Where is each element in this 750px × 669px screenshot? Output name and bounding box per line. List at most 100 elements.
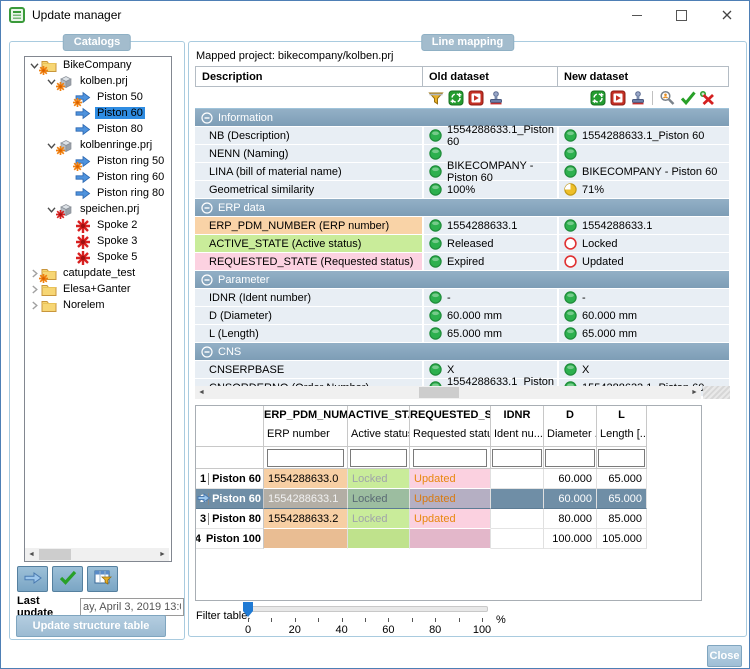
mapping-row-geometrical-similarity[interactable]: Geometrical similarity 100% 71% [195, 181, 729, 199]
filter-table-button[interactable] [87, 566, 118, 592]
tree-item-piston-ring-50[interactable]: Piston ring 50 [25, 153, 171, 171]
expander-open-icon[interactable] [27, 59, 41, 71]
column-header-active-state[interactable]: ACTIVE_STATE Active status [348, 406, 410, 447]
export-icon[interactable] [467, 89, 484, 106]
status-green-icon [564, 363, 577, 376]
column-header-erp-pdm-number[interactable]: ERP_PDM_NUMBER ERP number [264, 406, 348, 447]
map-arrow-button[interactable] [17, 566, 48, 592]
filter-icon[interactable] [427, 89, 444, 106]
mapping-row-nenn-naming[interactable]: NENN (Naming) [195, 145, 729, 163]
close-button-titlebar[interactable] [704, 1, 749, 29]
table-row-3[interactable]: 3 Piston 80 1554288633.2 Locked Updated 80.00… [196, 509, 701, 529]
row-header[interactable]: 3 Piston 80 [196, 509, 264, 529]
mapping-row-active-state-active-status[interactable]: ACTIVE_STATE (Active status) Released Lock… [195, 235, 729, 253]
column-header-l[interactable]: L Length [... [597, 406, 647, 447]
section-parameter[interactable]: Parameter [195, 271, 729, 289]
stamp-icon[interactable] [629, 89, 646, 106]
tree-item-kolben-prj[interactable]: kolben.prj [25, 73, 171, 91]
column-filter-input-active-state[interactable] [349, 448, 408, 467]
tree-item-kolbenringe-prj[interactable]: kolbenringe.prj [25, 137, 171, 155]
slider-tick-label: 40 [335, 624, 348, 636]
row-header[interactable]: 2Piston 60 [196, 489, 264, 509]
expander-open-icon[interactable] [44, 203, 58, 215]
mapping-row-d-diameter[interactable]: D (Diameter) 60.000 mm 60.000 mm [195, 307, 729, 325]
scroll-right-icon[interactable]: ► [691, 389, 698, 396]
last-update-field[interactable] [80, 598, 184, 616]
tree-item-elesa-ganter[interactable]: Elesa+Ganter [25, 281, 171, 297]
search-user-icon[interactable] [659, 89, 676, 106]
accept-check-button[interactable] [52, 566, 83, 592]
sync-icon[interactable] [589, 89, 606, 106]
cell-idnr [491, 509, 544, 529]
scroll-right-icon[interactable]: ► [159, 551, 166, 558]
tree-item-spoke-2[interactable]: Spoke 2 [25, 217, 171, 233]
tree-horizontal-scrollbar[interactable]: ◄ ► [25, 548, 169, 561]
tree-item-piston-60[interactable]: Piston 60 [25, 105, 171, 121]
tree-item-piston-ring-60[interactable]: Piston ring 60 [25, 169, 171, 185]
close-button[interactable]: Close [707, 645, 742, 667]
scroll-left-icon[interactable]: ◄ [198, 389, 205, 396]
row-header[interactable]: 1 Piston 60 [196, 469, 264, 489]
cell-d: 60.000 [544, 469, 597, 489]
mapping-horizontal-scrollbar[interactable]: ◄ ► [195, 386, 701, 399]
tree-item-spoke-5[interactable]: Spoke 5 [25, 249, 171, 265]
collapse-icon[interactable] [201, 345, 213, 358]
reject-icon[interactable] [699, 89, 716, 106]
mapping-row-requested-state-requested-status[interactable]: REQUESTED_STATE (Requested status) Expire… [195, 253, 729, 271]
catalogs-header: Catalogs [62, 34, 132, 51]
column-filter-input-erp-pdm-number[interactable] [267, 448, 344, 467]
expander-closed-icon[interactable] [27, 267, 41, 279]
minimize-button[interactable] [614, 1, 659, 29]
row-header[interactable]: 4 Piston 100 [196, 529, 264, 549]
tree-item-spoke-3[interactable]: Spoke 3 [25, 233, 171, 249]
section-information[interactable]: Information [195, 109, 729, 127]
tree-item-label: kolbenringe.prj [80, 139, 153, 151]
expander-closed-icon[interactable] [27, 299, 41, 311]
tree-item-speichen-prj[interactable]: speichen.prj [25, 201, 171, 219]
accept-icon[interactable] [679, 89, 696, 106]
column-filter-input-l[interactable] [597, 448, 646, 467]
maximize-button[interactable] [659, 1, 704, 29]
filter-slider-track[interactable] [248, 606, 488, 612]
tree-item-piston-ring-80[interactable]: Piston ring 80 [25, 185, 171, 201]
tree-item-piston-80[interactable]: Piston 80 [25, 121, 171, 137]
stamp-icon[interactable] [487, 89, 504, 106]
scroll-left-icon[interactable]: ◄ [28, 551, 35, 558]
new-dataset-cell: Updated [557, 253, 729, 270]
collapse-icon[interactable] [201, 111, 213, 124]
tree-item-piston-50[interactable]: Piston 50 [25, 89, 171, 107]
sync-icon[interactable] [447, 89, 464, 106]
slider-tick [318, 618, 320, 622]
section-cns[interactable]: CNS [195, 343, 729, 361]
expander-open-icon[interactable] [44, 75, 58, 87]
mapping-row-nb-description[interactable]: NB (Description) 1554288633.1_Piston 60 15… [195, 124, 729, 148]
toolbar-separator [652, 90, 653, 105]
collapse-icon[interactable] [201, 273, 213, 286]
column-header-idnr[interactable]: IDNR Ident nu... [491, 406, 544, 447]
section-label: Parameter [218, 273, 270, 286]
tree-item-norelem[interactable]: Norelem [25, 297, 171, 313]
current-row-arrow-icon [197, 492, 211, 507]
expander-open-icon[interactable] [44, 139, 58, 151]
column-filter-input-d[interactable] [544, 448, 596, 467]
table-row-1[interactable]: 1 Piston 60 1554288633.0 Locked Updated 60.00… [196, 469, 701, 489]
mapping-row-l-length[interactable]: L (Length) 65.000 mm 65.000 mm [195, 325, 729, 343]
section-erp-data[interactable]: ERP data [195, 199, 729, 217]
mapping-row-idnr-ident-number[interactable]: IDNR (Ident number) - - [195, 289, 729, 307]
column-header-d[interactable]: D Diameter ... [544, 406, 597, 447]
mapping-row-erp-pdm-number-erp-number[interactable]: ERP_PDM_NUMBER (ERP number) 1554288633.1 1… [195, 217, 729, 235]
column-filter-input-idnr[interactable] [491, 448, 543, 467]
tree-item-bikecompany[interactable]: BikeCompany [25, 57, 171, 75]
column-header-requested-state[interactable]: REQUESTED_STATE Requested status [410, 406, 491, 447]
filter-slider-handle[interactable] [243, 602, 253, 617]
update-structure-table-button[interactable]: Update structure table [16, 615, 166, 637]
mapping-row-cnserpbase[interactable]: CNSERPBASE X X [195, 361, 729, 379]
export-icon[interactable] [609, 89, 626, 106]
expander-closed-icon[interactable] [27, 283, 41, 295]
collapse-icon[interactable] [201, 201, 213, 214]
column-filter-input-requested-state[interactable] [413, 448, 487, 467]
tree-item-catupdate-test[interactable]: catupdate_test [25, 265, 171, 283]
mapping-row-lina-bill-of-material-name[interactable]: LINA (bill of material name) BIKECOMPANY … [195, 160, 729, 184]
